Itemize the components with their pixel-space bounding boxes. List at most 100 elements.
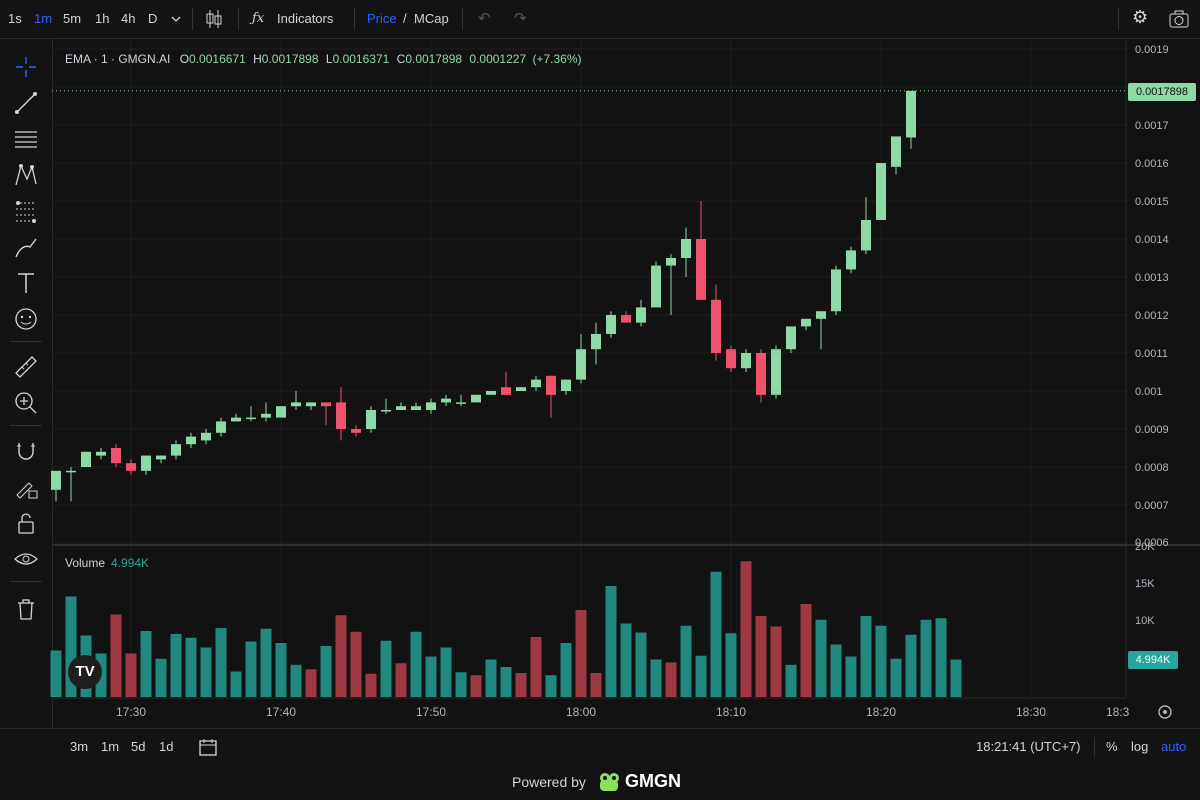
price-tick: 0.0016: [1135, 158, 1169, 170]
change-value: 0.0001227: [469, 52, 527, 66]
divider: [10, 341, 42, 342]
tradingview-logo[interactable]: TV: [68, 655, 102, 689]
magnet-icon[interactable]: [12, 437, 40, 465]
price-toggle[interactable]: Price: [367, 11, 397, 26]
candle-body: [696, 239, 706, 300]
close-label: C: [396, 52, 406, 66]
range-1d[interactable]: 1d: [159, 739, 174, 754]
calendar-icon[interactable]: [198, 737, 218, 757]
volume-bar: [920, 619, 932, 697]
interval-d[interactable]: D: [148, 11, 158, 26]
function-icon[interactable]: ƒx: [252, 11, 265, 26]
ruler-icon[interactable]: [12, 353, 40, 381]
candle-body: [531, 379, 541, 388]
interval-5m[interactable]: 5m: [63, 11, 82, 26]
volume-bar: [50, 650, 62, 697]
lock-icon[interactable]: [12, 509, 40, 537]
percent-toggle[interactable]: %: [1106, 739, 1118, 754]
candle-body: [456, 402, 466, 404]
candle-body: [771, 349, 781, 395]
volume-bar: [290, 664, 302, 697]
candle-body: [486, 391, 496, 395]
settings-icon[interactable]: ⚙: [1132, 7, 1149, 27]
trash-icon[interactable]: [12, 595, 40, 623]
range-5d[interactable]: 5d: [131, 739, 146, 754]
price-tick: 0.0017: [1135, 120, 1169, 132]
fib-retracement-icon[interactable]: [12, 197, 40, 225]
trend-line-icon[interactable]: [12, 89, 40, 117]
volume-bar: [590, 673, 602, 697]
candle-body: [321, 402, 331, 407]
horizontal-lines-icon[interactable]: [12, 125, 40, 153]
candle-body: [186, 436, 196, 445]
axis-settings-icon[interactable]: [1156, 703, 1174, 721]
candlestick-chart-icon[interactable]: [204, 8, 224, 30]
symbol-title[interactable]: EMA · 1 · GMGN.AI: [65, 52, 171, 66]
candle-body: [846, 250, 856, 270]
redo-icon[interactable]: ↷: [514, 10, 527, 27]
range-3m[interactable]: 3m: [70, 739, 89, 754]
eye-icon[interactable]: [12, 545, 40, 573]
divider: [192, 8, 193, 30]
clock[interactable]: 18:21:41 (UTC+7): [976, 739, 1081, 754]
volume-bar: [650, 659, 662, 697]
volume-bar: [800, 604, 812, 697]
volume-bar: [470, 675, 482, 697]
undo-icon[interactable]: ↶: [478, 10, 491, 27]
candle-body: [636, 307, 646, 323]
volume-bar: [710, 571, 722, 697]
interval-1m[interactable]: 1m: [34, 11, 53, 26]
crosshair-icon[interactable]: [12, 53, 40, 81]
volume-bar: [905, 634, 917, 697]
volume-bar: [860, 616, 872, 697]
range-1m[interactable]: 1m: [101, 739, 120, 754]
candle-body: [651, 265, 661, 308]
volume-label[interactable]: Volume: [65, 556, 106, 570]
candle-body: [621, 315, 631, 323]
candle-body: [156, 455, 166, 460]
price-tick: 0.0008: [1135, 462, 1169, 474]
indicators-button[interactable]: Indicators: [277, 11, 334, 26]
volume-legend: Volume 4.994K: [65, 556, 149, 570]
price-tick: 0.0014: [1135, 234, 1169, 246]
candle-body: [501, 387, 511, 395]
interval-1h[interactable]: 1h: [95, 11, 110, 26]
brush-icon[interactable]: [12, 233, 40, 261]
candle-body: [906, 90, 916, 138]
candle-body: [201, 432, 211, 441]
camera-icon[interactable]: [1168, 9, 1190, 29]
price-tick: 0.001: [1135, 386, 1163, 398]
volume-bar: [725, 633, 737, 697]
divider: [238, 8, 239, 30]
volume-bar: [440, 647, 452, 697]
pattern-icon[interactable]: [12, 161, 40, 189]
candle-body: [96, 451, 106, 456]
log-toggle[interactable]: log: [1131, 739, 1149, 754]
zoom-in-icon[interactable]: [12, 389, 40, 417]
volume-bar: [515, 673, 527, 697]
chevron-down-icon[interactable]: [170, 13, 182, 25]
divider: [1094, 737, 1095, 757]
mcap-toggle[interactable]: MCap: [414, 11, 449, 26]
volume-bar: [770, 626, 782, 697]
volume-tick: 20K: [1135, 541, 1155, 553]
price-tick: 0.0007: [1135, 500, 1169, 512]
candle-body: [81, 451, 91, 467]
candle-body: [381, 410, 391, 412]
volume-bar: [830, 644, 842, 697]
auto-toggle[interactable]: auto: [1161, 739, 1187, 754]
candle-body: [681, 239, 691, 258]
emoji-icon[interactable]: [12, 305, 40, 333]
divider: [354, 8, 355, 30]
volume-bar: [605, 586, 617, 697]
text-icon[interactable]: [12, 269, 40, 297]
interval-4h[interactable]: 4h: [121, 11, 136, 26]
lock-drawing-icon[interactable]: [12, 473, 40, 501]
candle-body: [231, 417, 241, 422]
interval-1s[interactable]: 1s: [8, 11, 22, 26]
volume-bar: [410, 631, 422, 697]
price-tick: 0.0013: [1135, 272, 1169, 284]
divider: [1118, 8, 1119, 30]
candle-body: [366, 410, 376, 429]
